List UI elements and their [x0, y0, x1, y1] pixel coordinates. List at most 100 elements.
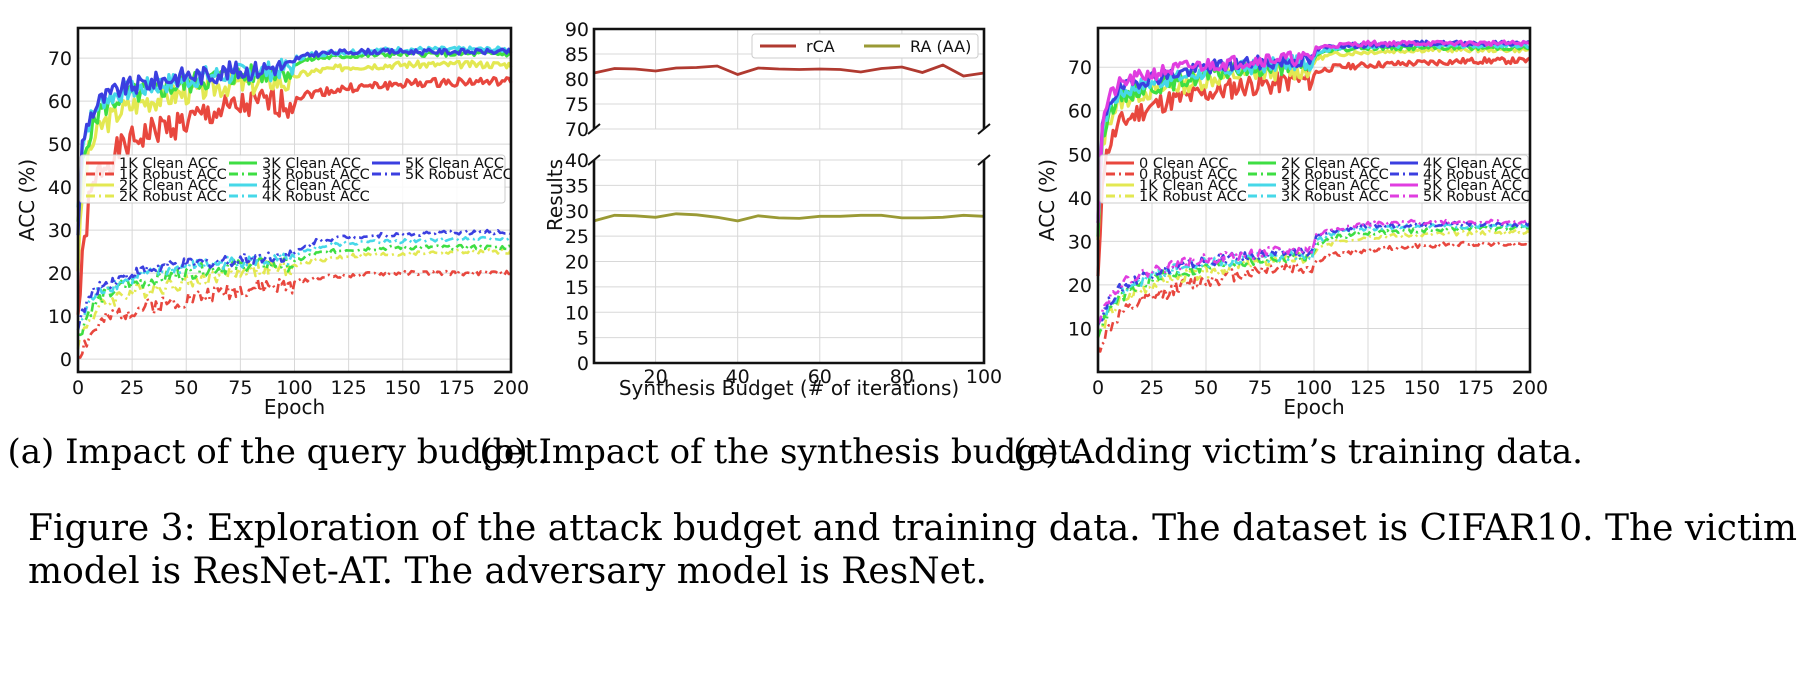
b-y-tick-label: 0	[577, 353, 589, 375]
a-x-tick-label: 50	[174, 377, 198, 399]
panel-c-x-axis-label: Epoch	[1283, 395, 1344, 419]
panel-a-y-axis-label: ACC (%)	[15, 159, 39, 241]
c-legend-label: 5K Robust ACC	[1423, 189, 1531, 205]
b-series-rca	[593, 63, 985, 78]
b-axis-break-mark	[587, 154, 601, 166]
panel-a-caption: (a) Impact of the query budget.	[7, 432, 548, 472]
a-y-tick-label: 30	[48, 220, 72, 242]
a-y-tick-label: 40	[48, 177, 72, 199]
panel-a-axes-frame	[76, 26, 513, 374]
c-y-tick-label: 70	[1068, 57, 1092, 79]
b-x-tick-label: 80	[890, 366, 914, 388]
c-legend-label: 1K Robust ACC	[1139, 189, 1247, 205]
a-y-tick-label: 50	[48, 134, 72, 156]
b-legend-item-rca: rCA	[760, 37, 835, 56]
c-series-4k-robust-acc	[1096, 220, 1531, 326]
a-legend-item-2k-clean-acc: 2K Clean ACC	[86, 178, 218, 194]
a-x-tick-label: 175	[439, 377, 475, 399]
c-y-tick-label: 60	[1068, 101, 1092, 123]
c-series-5k-clean-acc	[1096, 39, 1531, 223]
c-legend-item-5k-robust-acc: 5K Robust ACC	[1390, 189, 1531, 205]
c-series-0-clean-acc	[1096, 56, 1531, 277]
c-y-tick-label: 50	[1068, 144, 1092, 166]
a-legend-label: 1K Clean ACC	[119, 156, 218, 172]
a-y-tick-label: 10	[48, 306, 72, 328]
c-y-tick-label: 40	[1068, 188, 1092, 210]
a-x-tick-label: 100	[276, 377, 312, 399]
b-top-axes-frame	[592, 27, 986, 129]
panel-c-y-axis-label: ACC (%)	[1035, 159, 1059, 241]
a-legend-item-2k-robust-acc: 2K Robust ACC	[86, 189, 227, 205]
c-x-tick-label: 200	[1512, 377, 1548, 399]
a-legend-item-3k-robust-acc: 3K Robust ACC	[229, 167, 370, 183]
b-x-tick-label: 100	[966, 366, 1002, 388]
c-x-tick-label: 125	[1350, 377, 1386, 399]
b-bottom-axes-frame	[592, 160, 986, 365]
a-legend-item-1k-clean-acc: 1K Clean ACC	[86, 156, 218, 172]
a-legend-label: 2K Clean ACC	[119, 178, 218, 194]
c-x-tick-label: 25	[1140, 377, 1164, 399]
a-x-tick-label: 0	[72, 377, 84, 399]
c-legend-label: 2K Robust ACC	[1281, 167, 1389, 183]
b-axis-break-mark	[977, 154, 991, 166]
figure-caption-line-1: Figure 3: Exploration of the attack budg…	[28, 508, 1797, 549]
b-y-tick-label: 85	[565, 44, 589, 66]
c-legend-label: 0 Robust ACC	[1139, 167, 1237, 183]
c-legend-item-5k-clean-acc: 5K Clean ACC	[1390, 178, 1522, 194]
c-y-tick-label: 10	[1068, 318, 1092, 340]
c-legend-item-2k-robust-acc: 2K Robust ACC	[1248, 167, 1389, 183]
c-series-5k-robust-acc	[1096, 218, 1531, 325]
a-x-tick-label: 200	[493, 377, 529, 399]
c-y-tick-label: 20	[1068, 275, 1092, 297]
a-x-tick-label: 125	[330, 377, 366, 399]
a-legend-label: 4K Clean ACC	[262, 178, 361, 194]
b-y-tick-label: 70	[565, 119, 589, 141]
a-y-tick-label: 20	[48, 263, 72, 285]
a-x-tick-label: 150	[385, 377, 421, 399]
c-legend-item-1k-clean-acc: 1K Clean ACC	[1106, 178, 1238, 194]
c-legend-item-0-clean-acc: 0 Clean ACC	[1106, 156, 1229, 172]
b-y-tick-label: 5	[577, 328, 589, 350]
b-y-tick-label: 10	[565, 302, 589, 324]
c-legend-item-4k-clean-acc: 4K Clean ACC	[1390, 156, 1522, 172]
c-legend-item-1k-robust-acc: 1K Robust ACC	[1106, 189, 1247, 205]
b-x-tick-label: 40	[726, 366, 750, 388]
c-legend-label: 5K Clean ACC	[1423, 178, 1522, 194]
a-series-3k-robust-acc	[77, 243, 512, 337]
a-series-2k-robust-acc	[76, 248, 513, 349]
a-legend-item-3k-clean-acc: 3K Clean ACC	[229, 156, 361, 172]
b-y-tick-label: 90	[565, 19, 589, 41]
c-legend-label: 1K Clean ACC	[1139, 178, 1238, 194]
a-legend-item-4k-clean-acc: 4K Clean ACC	[229, 178, 361, 194]
c-legend-label: 0 Clean ACC	[1139, 156, 1229, 172]
a-series-5k-clean-acc	[76, 47, 513, 236]
figure-caption-line-2: model is ResNet-AT. The adversary model …	[28, 551, 987, 592]
a-series-2k-clean-acc	[76, 59, 513, 272]
b-y-tick-label: 75	[565, 94, 589, 116]
b-y-tick-label: 20	[565, 252, 589, 274]
c-legend-item-4k-robust-acc: 4K Robust ACC	[1390, 167, 1531, 183]
a-series-1k-robust-acc	[77, 269, 512, 359]
panel-b-synthesis-budget: rCA RA (AA) 20 40 60 80 100 70 75 80 85 90 0 5 10 15 20…	[479, 19, 1082, 472]
a-legend-item-5k-clean-acc: 5K Clean ACC	[372, 156, 504, 172]
c-x-tick-label: 0	[1092, 377, 1104, 399]
c-x-tick-label: 150	[1404, 377, 1440, 399]
b-axis-break-mark	[977, 123, 991, 135]
a-y-tick-label: 0	[60, 349, 72, 371]
c-x-tick-label: 50	[1194, 377, 1218, 399]
c-legend-item-0-robust-acc: 0 Robust ACC	[1106, 167, 1237, 183]
b-axis-break-mark	[587, 123, 601, 135]
c-legend-label: 2K Clean ACC	[1281, 156, 1380, 172]
a-legend-label: 3K Clean ACC	[262, 156, 361, 172]
panel-a-x-axis-label: Epoch	[264, 395, 325, 419]
a-legend-item-5k-robust-acc: 5K Robust ACC	[372, 167, 513, 183]
panel-a-legend	[79, 154, 506, 204]
b-y-tick-label: 15	[565, 277, 589, 299]
c-legend-item-3k-clean-acc: 3K Clean ACC	[1248, 178, 1380, 194]
b-y-tick-label: 40	[565, 150, 589, 172]
b-legend-label: rCA	[806, 37, 835, 56]
b-legend-item-ra-aa: RA (AA)	[864, 37, 971, 56]
